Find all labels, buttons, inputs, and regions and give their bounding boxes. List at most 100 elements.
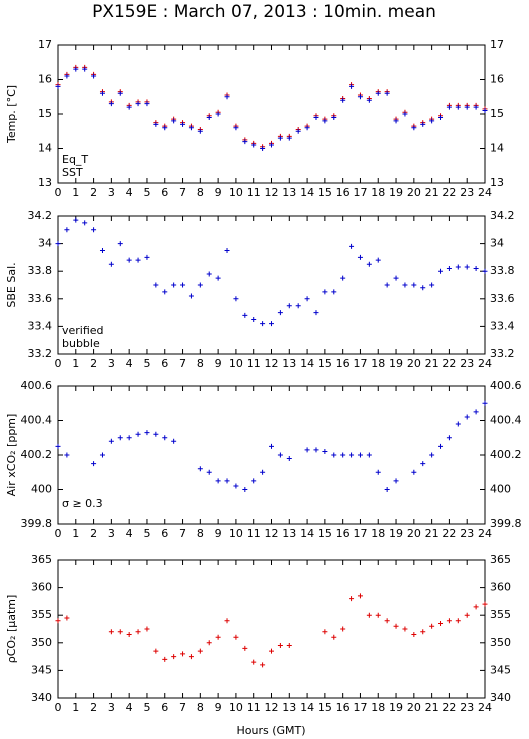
x-tick-label: 14	[300, 701, 314, 714]
y-tick-label: 33.8	[28, 264, 53, 277]
y-tick-label: 33.2	[28, 347, 53, 360]
x-tick-label: 20	[407, 701, 421, 714]
marker	[349, 596, 355, 602]
marker	[482, 268, 488, 274]
marker	[411, 282, 417, 288]
marker	[260, 146, 266, 151]
x-tick-label: 7	[179, 701, 186, 714]
marker	[286, 135, 292, 141]
marker	[366, 97, 372, 103]
marker	[144, 254, 150, 260]
marker	[482, 108, 488, 114]
marker	[251, 317, 257, 322]
y-tick-label: 400.4	[21, 414, 53, 427]
marker	[420, 121, 426, 127]
x-tick-label: 3	[108, 527, 115, 540]
x-tick-label: 11	[247, 527, 261, 540]
marker	[384, 618, 390, 624]
marker	[473, 409, 479, 415]
x-tick-label: 2	[90, 701, 97, 714]
y-tick-label: 34	[38, 237, 52, 250]
marker	[304, 296, 310, 302]
marker	[473, 604, 479, 610]
legend-label: Eq_T	[62, 153, 88, 166]
y-tick-label: 33.6	[490, 292, 515, 305]
marker	[277, 310, 283, 316]
marker	[357, 94, 363, 100]
x-tick-label: 16	[336, 527, 350, 540]
marker	[375, 469, 381, 475]
x-tick-label: 9	[215, 527, 222, 540]
marker	[420, 629, 426, 635]
marker	[251, 478, 257, 484]
y-tick-label: 399.8	[490, 517, 522, 530]
x-tick-label: 4	[126, 701, 133, 714]
x-tick-label: 22	[442, 357, 456, 370]
marker	[402, 111, 408, 117]
marker	[108, 629, 114, 635]
y-tick-label: 365	[31, 553, 52, 566]
marker	[349, 83, 355, 89]
x-tick-label: 10	[229, 527, 243, 540]
x-tick-label: 19	[389, 357, 403, 370]
x-tick-label: 7	[179, 357, 186, 370]
x-tick-label: 1	[72, 527, 79, 540]
x-tick-label: 7	[179, 527, 186, 540]
marker	[162, 125, 168, 131]
marker	[153, 282, 159, 288]
marker	[375, 90, 381, 96]
marker	[322, 629, 328, 635]
marker	[73, 66, 79, 72]
x-tick-label: 16	[336, 186, 350, 199]
marker	[464, 264, 470, 270]
x-tick-label: 0	[55, 357, 62, 370]
marker	[171, 654, 177, 660]
marker	[438, 114, 444, 120]
y-tick-label: 355	[31, 608, 52, 621]
x-tick-label: 2	[90, 186, 97, 199]
x-tick-label: 2	[90, 357, 97, 370]
marker	[82, 220, 88, 226]
marker	[411, 125, 417, 131]
x-tick-label: 20	[407, 527, 421, 540]
x-tick-label: 5	[143, 527, 150, 540]
x-tick-label: 9	[215, 357, 222, 370]
plot-frame	[57, 215, 486, 355]
y-tick-label: 33.4	[28, 319, 53, 332]
x-tick-label: 8	[197, 701, 204, 714]
y-axis-label: Temp. [°C]	[5, 85, 18, 144]
marker	[313, 447, 319, 453]
x-tick-label: 18	[371, 701, 385, 714]
y-tick-label: 17	[38, 38, 52, 51]
x-tick-label: 21	[425, 186, 439, 199]
x-tick-label: 1	[72, 186, 79, 199]
marker	[108, 261, 114, 267]
y-tick-label: 360	[31, 581, 52, 594]
marker	[455, 421, 461, 427]
x-tick-label: 14	[300, 527, 314, 540]
marker	[55, 241, 61, 247]
marker	[429, 623, 435, 629]
marker	[180, 651, 186, 657]
marker	[411, 469, 417, 475]
marker	[438, 620, 444, 626]
marker	[135, 101, 141, 107]
marker	[331, 114, 337, 120]
x-tick-label: 16	[336, 357, 350, 370]
marker	[473, 265, 479, 271]
marker	[73, 217, 79, 223]
marker	[215, 478, 221, 484]
marker	[55, 83, 61, 89]
marker	[420, 285, 426, 291]
marker	[144, 626, 150, 632]
x-tick-label: 13	[282, 357, 296, 370]
marker	[340, 275, 346, 281]
marker	[91, 227, 97, 233]
marker	[126, 104, 132, 110]
marker	[322, 289, 328, 295]
y-tick-label: 340	[490, 691, 511, 704]
marker	[153, 121, 159, 127]
marker	[446, 265, 452, 271]
x-axis-label: Hours (GMT)	[236, 724, 305, 737]
marker	[357, 452, 363, 458]
